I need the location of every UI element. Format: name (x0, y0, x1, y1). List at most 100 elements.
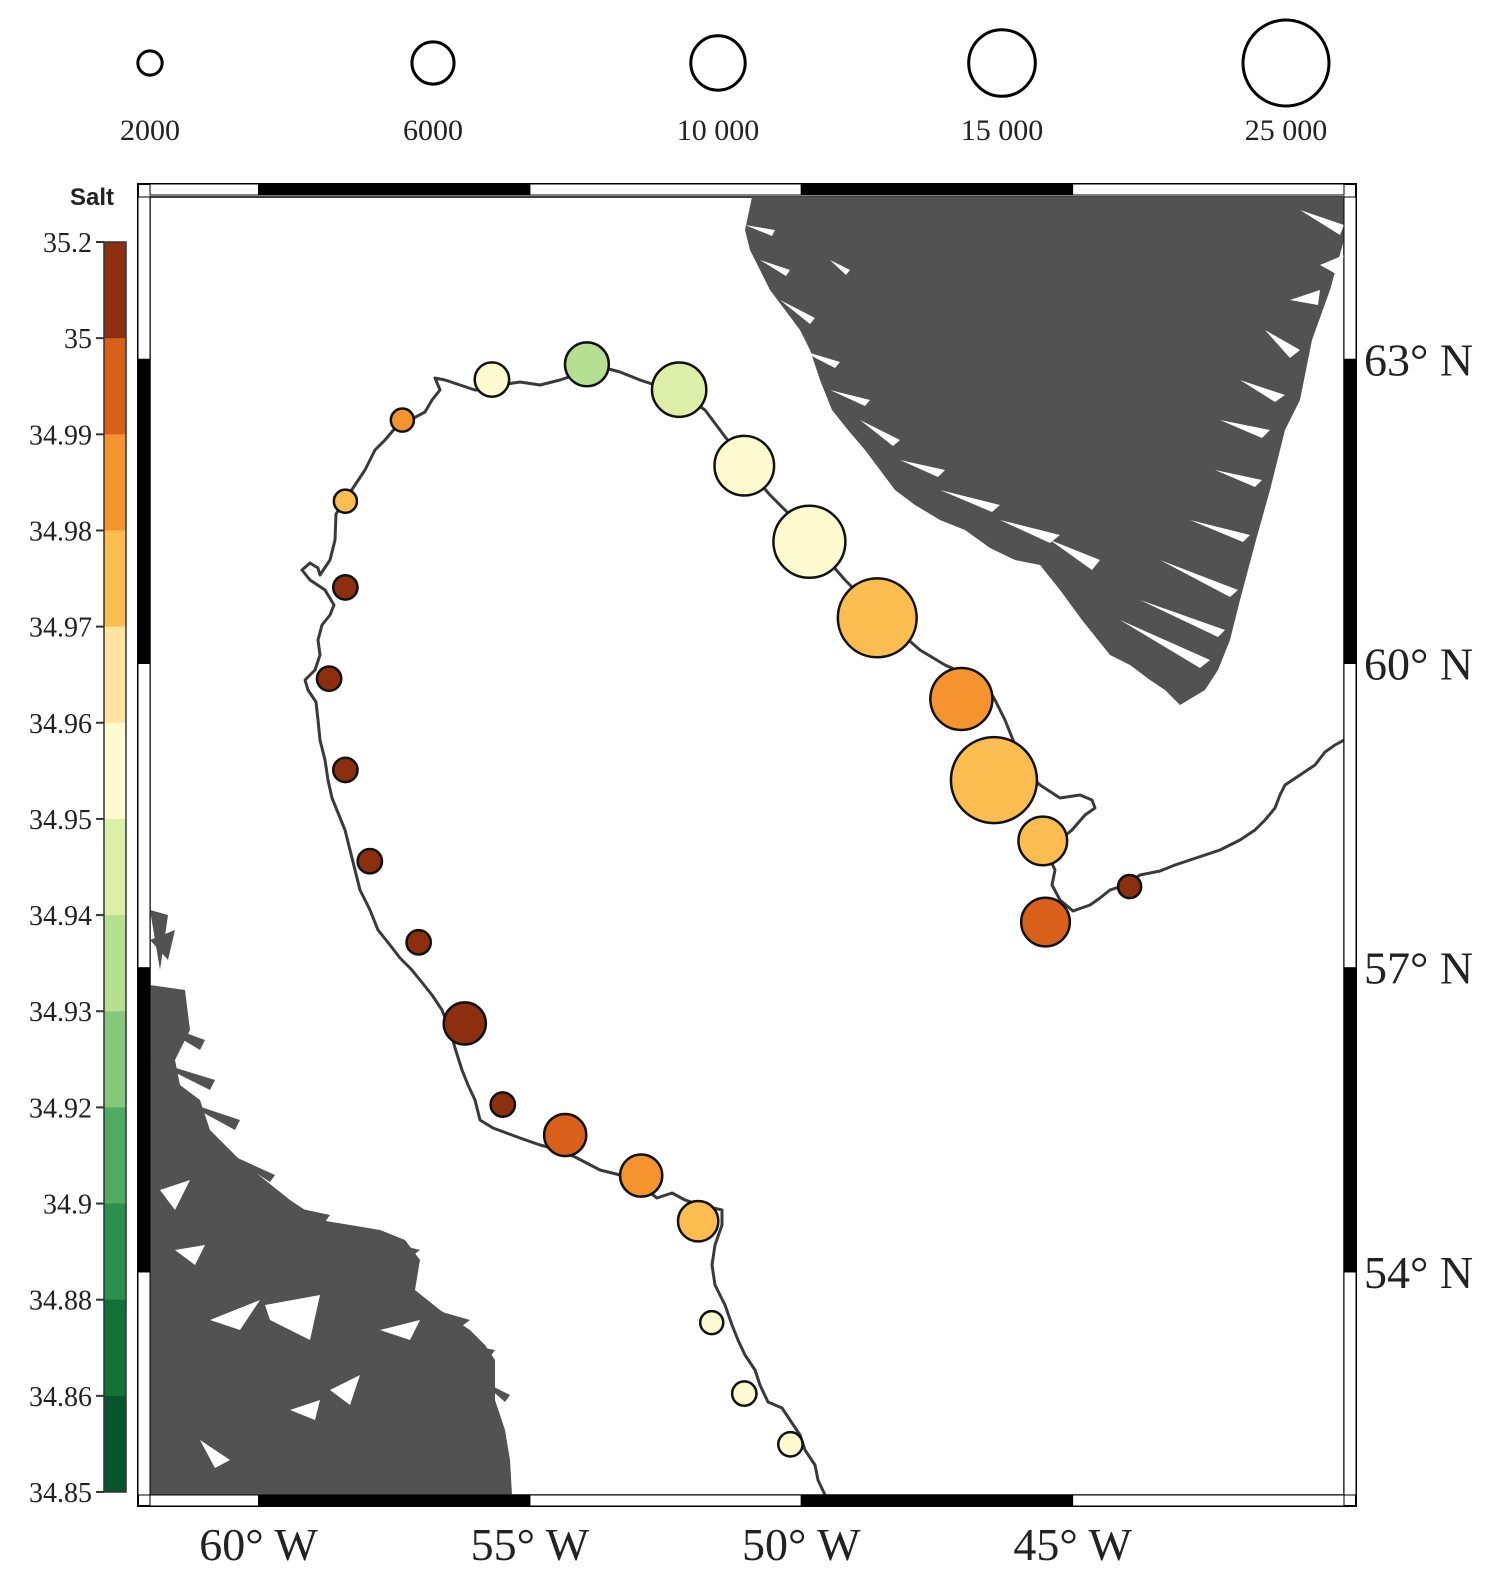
latitude-labels: 54° N 57° N 60° N 63° N (1364, 334, 1473, 1298)
station-bubble (836, 577, 918, 659)
latitude-tick-label: 54° N (1364, 1247, 1473, 1298)
labrador-inland-water (160, 1180, 420, 1468)
colorbar-label: 34.85 (29, 1478, 92, 1509)
colorbar-segment (104, 1299, 126, 1397)
frame-bar-right (1343, 967, 1357, 1273)
longitude-tick-label: 50° W (742, 1519, 861, 1570)
map-area: 60° W 55° W 50° W 45° W 54° N 57° N 60° N 63° … (137, 183, 1473, 1570)
size-legend-label: 25 000 (1245, 114, 1328, 147)
station-bubble (1017, 815, 1069, 867)
station-bubble (542, 1112, 588, 1158)
longitude-tick-label: 45° W (1013, 1519, 1132, 1570)
colorbar-segment (104, 434, 126, 531)
colorbar-segment (104, 338, 126, 435)
station-bubble (442, 1001, 488, 1046)
colorbar-label: 34.93 (29, 997, 92, 1028)
frame-bar-top (258, 183, 531, 196)
colorbar-segment (104, 818, 126, 916)
size-legend-circle (689, 34, 747, 92)
colorbar-segment (104, 530, 126, 628)
colorbar-label: 34.94 (29, 901, 92, 932)
colorbar-label: 34.9 (43, 1190, 92, 1221)
frame-bar-right (1343, 196, 1357, 360)
frame-bar-left (137, 196, 151, 360)
longitude-tick-label: 60° W (199, 1519, 318, 1570)
station-bubble (563, 341, 611, 388)
frame-graticule-bars (137, 183, 1357, 1507)
station-bubble (650, 361, 708, 419)
frame-bar-left (137, 967, 151, 1273)
latitude-tick-label: 60° N (1364, 638, 1473, 689)
frame-bar-top (1072, 183, 1345, 196)
colorbar-segment (104, 1107, 126, 1205)
station-bubble (772, 504, 847, 580)
size-legend-label: 6000 (403, 114, 463, 147)
colorbar-segment (104, 722, 126, 820)
size-legend-circle (136, 49, 164, 77)
frame-bar-top (800, 183, 1074, 196)
colorbar-label: 35 (64, 324, 92, 355)
station-bubble (713, 434, 776, 497)
colorbar-segment (104, 1203, 126, 1301)
station-bubble (405, 928, 433, 956)
station-bubble (929, 666, 994, 732)
colorbar-label: 34.92 (29, 1093, 92, 1124)
station-bubble (331, 756, 359, 784)
station-bubble (332, 488, 359, 515)
colorbar-label: 34.95 (29, 805, 92, 836)
colorbar-segment (104, 1395, 126, 1493)
size-legend-circle (967, 28, 1037, 98)
frame-bar-bottom (529, 1494, 802, 1507)
colorbar-title: Salt (70, 184, 114, 211)
frame-bar-bottom (1072, 1494, 1345, 1507)
frame-bar-right (1343, 1271, 1357, 1496)
size-legend: 2000 6000 10 000 15 000 25 000 (120, 18, 1331, 147)
colorbar-segment (104, 915, 126, 1012)
latitude-tick-label: 57° N (1364, 943, 1473, 994)
colorbar-label: 34.98 (29, 516, 92, 547)
frame-bar-bottom (149, 1494, 260, 1507)
station-bubble (389, 407, 416, 433)
longitude-tick-label: 55° W (471, 1519, 590, 1570)
colorbar: Salt 35.2 35 34.99 34.98 34.97 34.96 34.95 34.9… (29, 184, 127, 1509)
station-bubble (698, 1309, 725, 1336)
size-legend-label: 15 000 (961, 114, 1044, 147)
station-bubble (489, 1091, 517, 1118)
station-bubble (777, 1430, 804, 1458)
colorbar-label: 34.86 (29, 1382, 92, 1413)
station-bubble (1019, 896, 1072, 948)
station-bubbles (315, 341, 1143, 1458)
latitude-tick-label: 63° N (1364, 334, 1473, 385)
frame-bar-top (149, 183, 260, 196)
station-bubble (949, 735, 1039, 825)
frame-bar-right (1343, 358, 1357, 664)
colorbar-label: 34.97 (29, 613, 92, 644)
station-bubble (315, 665, 343, 693)
frame-bar-bottom (800, 1494, 1074, 1507)
colorbar-label: 34.99 (29, 420, 92, 451)
colorbar-border (103, 241, 127, 1493)
colorbar-segment (104, 1011, 126, 1108)
frame-bar-right (1343, 662, 1357, 969)
frame-bar-bottom (258, 1494, 531, 1507)
station-bubble (331, 574, 359, 601)
station-bubble (473, 361, 511, 398)
size-legend-label: 10 000 (677, 114, 760, 147)
frame-bar-top (529, 183, 802, 196)
colorbar-label: 34.88 (29, 1286, 92, 1317)
size-legend-circle (1241, 18, 1331, 108)
station-bubble (730, 1380, 758, 1408)
size-legend-label: 2000 (120, 114, 180, 147)
longitude-labels: 60° W 55° W 50° W 45° W (199, 1519, 1132, 1570)
station-bubble (618, 1153, 664, 1198)
frame-bar-left (137, 1271, 151, 1496)
size-legend-circle (410, 40, 456, 86)
colorbar-segment (104, 626, 126, 724)
colorbar-segment (104, 242, 126, 339)
frame-bar-left (137, 358, 151, 664)
colorbar-label: 35.2 (43, 228, 92, 259)
labrador-land (150, 985, 512, 1495)
frame-bar-left (137, 662, 151, 969)
station-bubble (356, 847, 384, 875)
